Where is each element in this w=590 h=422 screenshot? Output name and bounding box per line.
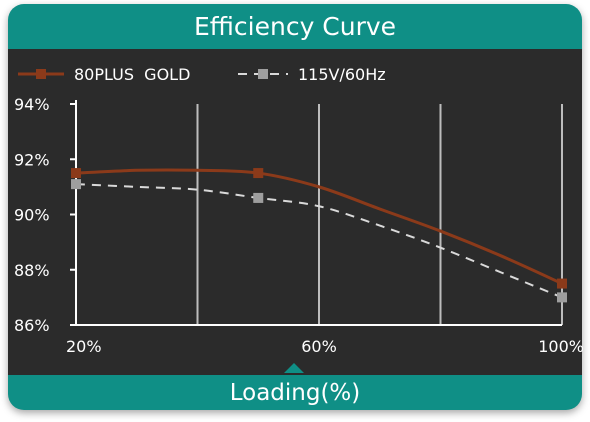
chart-frame: Efficiency Curve Loading(%) — [8, 4, 582, 410]
y-tick-label: 94% — [14, 95, 50, 114]
marker-80plus-gold — [71, 168, 81, 179]
marker-115v-60hz — [253, 192, 264, 203]
axis-layer — [70, 100, 562, 326]
series-line-115v-60hz — [75, 183, 563, 299]
y-tick-label: 88% — [14, 261, 50, 280]
plot-panel — [8, 49, 582, 375]
marker-80plus-gold — [557, 278, 567, 289]
marker-115v-60hz — [71, 179, 81, 190]
label-layer: 94% 92% 90% 88% 86% 20% 60% 100% — [14, 95, 584, 356]
y-tick-label: 92% — [14, 150, 50, 169]
footer-pointer-notch — [284, 363, 304, 373]
marker-80plus-gold — [253, 168, 264, 179]
x-axis-title: Loading(%) — [229, 379, 361, 406]
x-tick-label: 60% — [301, 337, 337, 356]
y-tick-label: 90% — [14, 206, 50, 225]
legend-label-115v-60hz: 115V/60Hz — [298, 65, 386, 84]
x-tick-label: 100% — [538, 337, 584, 356]
y-tick-label: 86% — [14, 316, 50, 335]
grid-layer — [196, 104, 563, 325]
legend-marker-80plus-gold — [36, 69, 46, 79]
legend-layer: 80PLUS GOLD 115V/60Hz — [18, 65, 386, 84]
series-layer — [71, 168, 567, 303]
marker-115v-60hz — [557, 292, 567, 303]
series-line-80plus-gold — [75, 168, 563, 285]
legend-label-80plus-gold: 80PLUS GOLD — [74, 65, 190, 84]
chart-title: Efficiency Curve — [193, 12, 397, 41]
legend-marker-115v-60hz — [258, 69, 268, 79]
x-tick-label: 20% — [66, 337, 102, 356]
